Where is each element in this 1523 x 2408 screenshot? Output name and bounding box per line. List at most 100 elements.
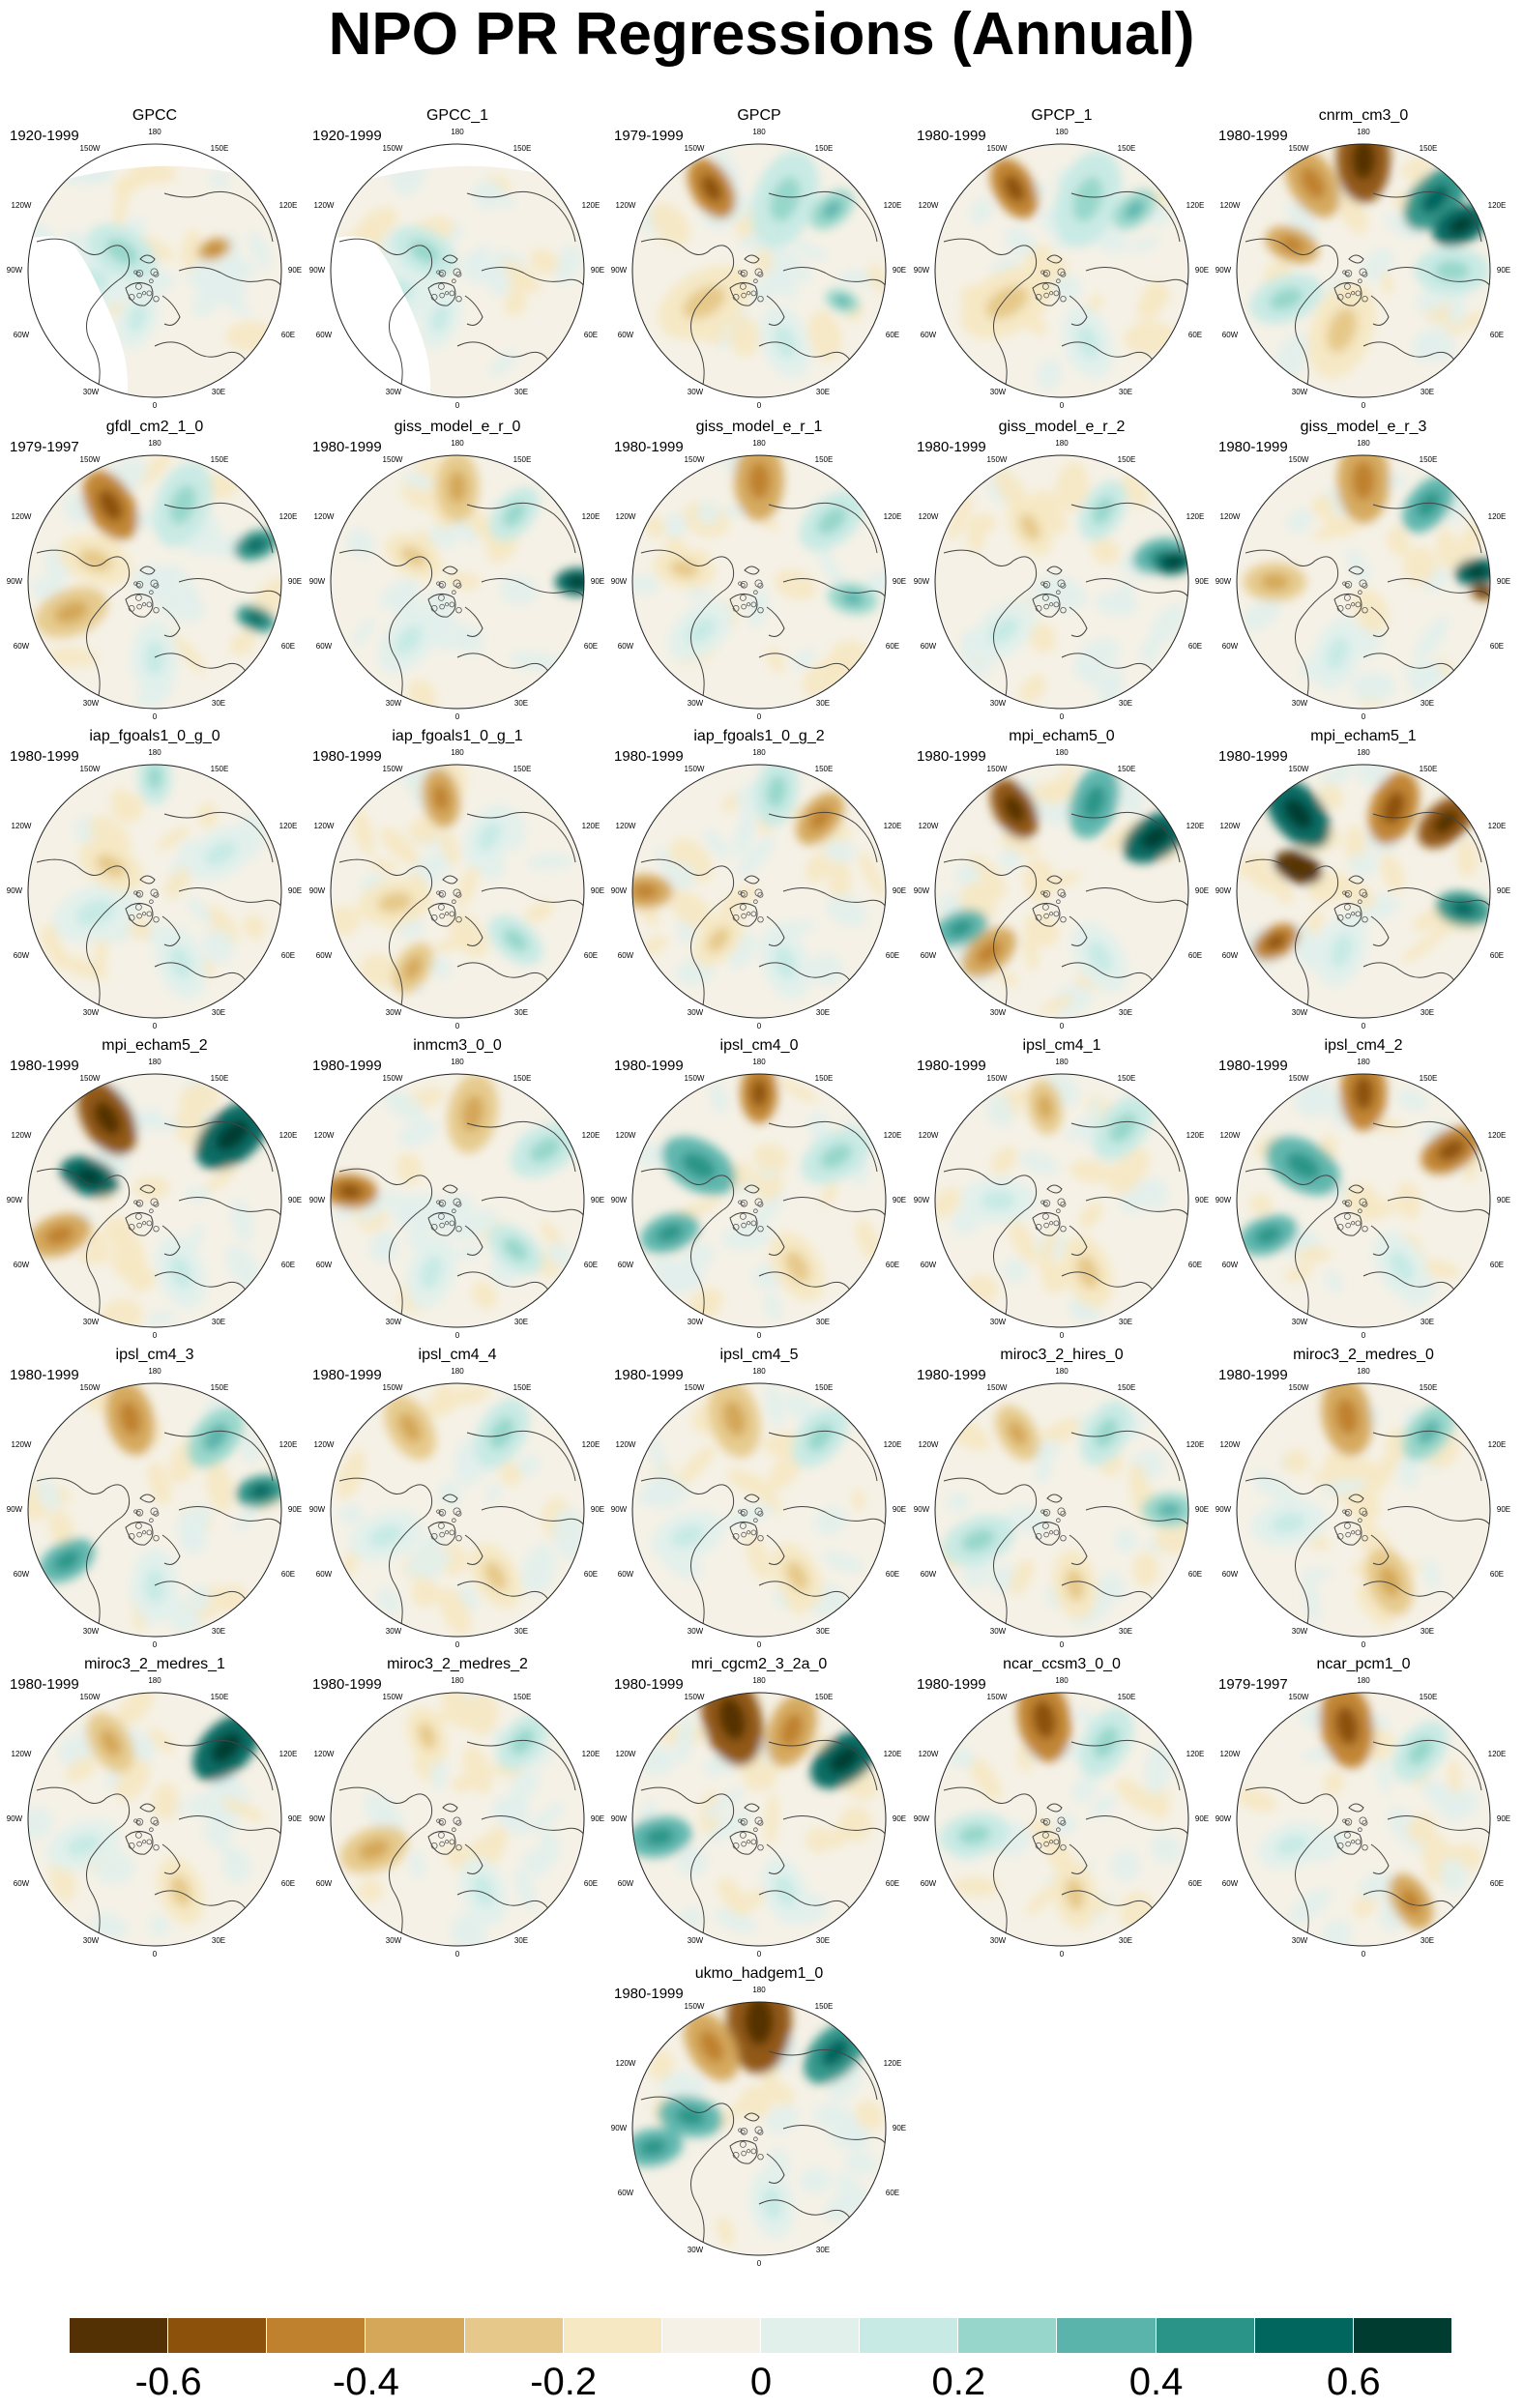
panel-title: miroc3_2_medres_1 (84, 1656, 225, 1672)
island-outline (1053, 290, 1060, 297)
longitude-label: 60E (281, 951, 295, 960)
island-outline (739, 2140, 747, 2148)
coastline (36, 549, 131, 697)
coastline (768, 1120, 878, 1173)
longitude-label: 90W (309, 1196, 326, 1204)
longitude-label: 150W (1289, 1074, 1309, 1083)
coastline (442, 254, 458, 264)
longitude-label: 150W (685, 2002, 705, 2011)
colorbar-swatch (1254, 2318, 1354, 2353)
colorbar-swatch (661, 2318, 761, 2353)
longitude-label: 120E (1488, 512, 1507, 521)
island-outline (1041, 1831, 1049, 1839)
longitude-label: 60W (1222, 1879, 1239, 1888)
longitude-label: 120W (1220, 1131, 1241, 1140)
polar-map: 180 150W 150E 120W 120E 90W 90E 60W 60E 30W 30E 0 (1215, 1367, 1510, 1649)
island-outline (747, 291, 751, 296)
coastline (427, 282, 456, 306)
map-panel: mpi_echam5_2 1980-1999 180 150W 150E 120W 120E… (7, 1036, 302, 1344)
island-outline (439, 1222, 445, 1229)
coastline (466, 190, 576, 243)
island-outline (757, 2129, 764, 2135)
longitude-label: 150W (383, 1074, 403, 1083)
island-outline (1351, 291, 1356, 296)
coastline (943, 238, 1038, 386)
longitude-label: 0 (757, 1950, 762, 1958)
island-outline (135, 1509, 144, 1517)
longitude-label: 30E (212, 1318, 225, 1326)
coastline (1069, 606, 1088, 637)
island-outline (153, 891, 160, 898)
island-outline (753, 590, 758, 595)
longitude-label: 60W (14, 1879, 30, 1888)
coastline (1245, 1477, 1339, 1625)
longitude-label: 30E (514, 1627, 528, 1636)
longitude-label: 60E (281, 1261, 295, 1269)
longitude-label: 30E (1119, 1008, 1132, 1017)
longitude-label: 180 (1357, 128, 1370, 136)
longitude-label: 30E (1119, 1627, 1132, 1636)
island-outline (1336, 1842, 1344, 1849)
island-outline (1343, 282, 1351, 290)
coastline (427, 903, 456, 927)
map-panel: GPCC 1920-1999 180 150W 150E 120W 120E 90W 90E 60… (7, 106, 302, 414)
coastline (1362, 1271, 1457, 1294)
island-outline (741, 913, 747, 919)
longitude-label: 90W (309, 886, 326, 895)
island-outline (739, 903, 747, 911)
coastline (442, 875, 458, 885)
island-outline (1345, 1222, 1351, 1229)
panel-title: mpi_echam5_2 (102, 1037, 208, 1054)
island-outline (455, 606, 462, 614)
longitude-label: 180 (1055, 1367, 1069, 1376)
coastline (1370, 1225, 1390, 1256)
island-outline (739, 1831, 747, 1839)
island-outline (1049, 291, 1054, 296)
longitude-label: 30E (514, 1936, 528, 1945)
coastline (427, 1212, 456, 1236)
island-outline (1362, 1534, 1368, 1542)
island-outline (1362, 891, 1368, 898)
coastline (1333, 1212, 1362, 1236)
coastline (1070, 190, 1181, 243)
coastline (139, 875, 156, 885)
longitude-label: 120W (616, 822, 636, 830)
island-outline (439, 603, 445, 610)
longitude-label: 30W (688, 2246, 704, 2254)
coastline (943, 858, 1038, 1006)
map-panel: inmcm3_0_0 1980-1999 180 150W 150E 120W 120E 90… (309, 1036, 604, 1344)
island-outline (1035, 914, 1042, 921)
island-outline (1056, 1208, 1061, 1214)
longitude-label: 150W (80, 144, 101, 153)
island-outline (1053, 1839, 1060, 1845)
longitude-label: 30E (212, 1008, 225, 1017)
coastline (1069, 1843, 1088, 1874)
longitude-label: 120E (279, 1750, 298, 1758)
coastline (1245, 858, 1339, 1006)
map-border (934, 454, 1189, 710)
longitude-label: 0 (1060, 1640, 1065, 1649)
longitude-label: 90W (309, 1505, 326, 1514)
island-outline (741, 1819, 746, 1825)
island-outline (741, 1510, 746, 1516)
longitude-label: 90E (893, 1505, 906, 1514)
coastline (766, 1225, 785, 1256)
polar-map: 180 150W 150E 120W 120E 90W 90E 60W 60E 30W 30E 0 (914, 1058, 1209, 1340)
colorbar-tick-label: 0.2 (931, 2361, 986, 2403)
island-outline (452, 590, 456, 595)
coastline (1032, 1831, 1061, 1855)
island-outline (136, 913, 142, 919)
polar-map: 180 150W 150E 120W 120E 90W 90E 60W 60E 30W 30E 0 (309, 1058, 604, 1340)
longitude-label: 120W (616, 512, 636, 521)
longitude-label: 30W (83, 1936, 100, 1945)
longitude-label: 30E (1420, 1627, 1434, 1636)
coastline (744, 875, 760, 885)
island-outline (449, 911, 455, 917)
island-outline (445, 912, 450, 916)
island-outline (747, 1530, 751, 1535)
longitude-label: 90E (1497, 1505, 1510, 1514)
island-outline (455, 582, 462, 589)
longitude-label: 30W (990, 699, 1007, 708)
map-panel: mpi_echam5_1 1980-1999 180 150W 150E 120W 120E… (1215, 727, 1510, 1034)
longitude-label: 60W (14, 1570, 30, 1579)
